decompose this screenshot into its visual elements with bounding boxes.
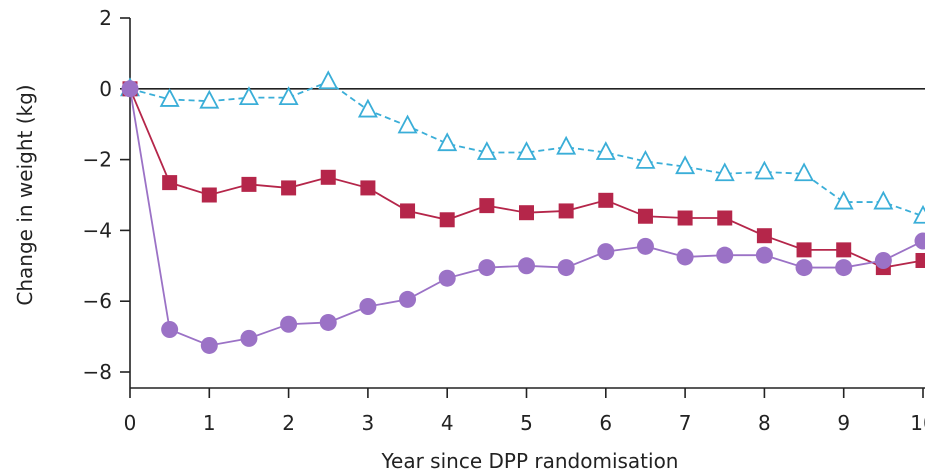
x-tick-label: 9: [837, 411, 850, 435]
data-point: [836, 242, 852, 258]
data-point: [637, 208, 653, 224]
data-point: [835, 259, 853, 277]
x-tick-label: 8: [758, 411, 771, 435]
data-point: [519, 205, 534, 221]
data-point: [161, 321, 179, 339]
data-point: [557, 259, 575, 277]
data-point: [318, 70, 339, 90]
data-point: [478, 259, 496, 277]
data-point: [597, 243, 615, 261]
data-point: [320, 169, 336, 185]
y-tick-label: −4: [83, 218, 112, 242]
y-axis-label: Change in weight (kg): [13, 84, 37, 305]
data-point: [598, 192, 614, 208]
data-point: [717, 210, 733, 226]
axes: 2 0 −2 −4 −6 −8 0 1 2 3 4 5 6 7 8 9 10: [83, 6, 925, 435]
data-point: [281, 180, 297, 196]
data-point: [874, 251, 892, 269]
data-point: [873, 190, 894, 210]
data-point: [833, 190, 854, 210]
data-point: [913, 204, 925, 224]
x-tick-label: 6: [599, 411, 612, 435]
data-point: [556, 135, 577, 155]
x-tick-label: 4: [441, 411, 454, 435]
data-point: [199, 89, 220, 109]
data-point: [159, 88, 180, 107]
data-point: [359, 298, 377, 316]
data-point: [241, 176, 257, 192]
y-tick-label: −6: [83, 289, 112, 313]
data-point: [635, 149, 656, 169]
x-axis-label: Year since DPP randomisation: [380, 449, 678, 473]
data-point: [676, 248, 694, 266]
data-point: [794, 162, 815, 182]
data-point: [162, 175, 178, 191]
data-point: [399, 290, 417, 308]
y-tick-label: 0: [99, 77, 112, 101]
data-point: [357, 98, 378, 118]
x-tick-label: 0: [124, 411, 137, 435]
x-tick-label: 7: [679, 411, 692, 435]
data-point: [476, 141, 497, 160]
data-point: [558, 203, 574, 219]
data-point: [915, 252, 925, 268]
y-tick-label: −2: [83, 148, 112, 172]
y-tick-label: −8: [83, 360, 112, 384]
data-point: [121, 80, 139, 98]
series-line: [129, 80, 924, 218]
data-point: [516, 141, 537, 160]
data-point: [439, 212, 455, 228]
y-tick-label: 2: [99, 6, 112, 30]
data-point: [437, 132, 458, 152]
data-point: [200, 336, 218, 354]
data-point: [636, 237, 654, 255]
data-point: [238, 86, 259, 106]
data-point: [754, 160, 775, 180]
data-point: [716, 246, 734, 264]
data-point: [280, 315, 298, 333]
data-point: [397, 114, 418, 134]
data-point: [278, 86, 299, 106]
data-point: [796, 242, 812, 258]
data-point: [755, 246, 773, 264]
data-point: [756, 228, 772, 244]
x-tick-label: 10: [910, 411, 925, 435]
data-point: [595, 141, 616, 160]
x-tick-label: 3: [362, 411, 375, 435]
series-0: [120, 70, 925, 224]
data-point: [675, 155, 696, 175]
x-tick-label: 5: [520, 411, 533, 435]
data-point: [201, 187, 217, 203]
series-group: [120, 70, 925, 354]
data-point: [438, 269, 456, 287]
data-point: [714, 162, 735, 182]
series-2: [121, 80, 925, 354]
data-point: [400, 203, 416, 219]
data-point: [479, 198, 495, 214]
x-tick-label: 2: [282, 411, 295, 435]
data-point: [518, 257, 535, 275]
data-point: [914, 232, 925, 250]
data-point: [319, 313, 337, 331]
data-point: [360, 180, 376, 196]
data-point: [240, 329, 258, 347]
x-tick-label: 1: [203, 411, 216, 435]
data-point: [795, 259, 813, 277]
data-point: [677, 210, 693, 226]
